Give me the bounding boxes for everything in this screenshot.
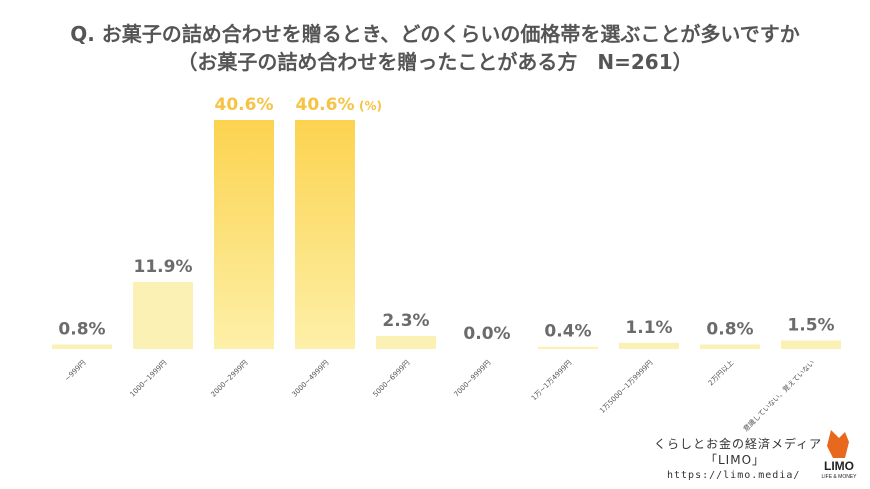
- category-label-3: 3000~4999円: [290, 359, 330, 399]
- limo-logo: LIMO LIFE & MONEY: [821, 430, 857, 480]
- bar-4: [376, 336, 436, 349]
- value-label-0: 0.8%: [58, 319, 105, 339]
- bar-6: [538, 346, 598, 349]
- chart-title: Q. お菓子の詰め合わせを贈るとき、どのくらいの価格帯を選ぶことが多いですか: [70, 22, 800, 46]
- bar-3: [295, 120, 355, 349]
- bar-0: [52, 344, 112, 349]
- value-label-7: 1.1%: [625, 318, 672, 338]
- bar-7: [619, 342, 679, 349]
- category-labels: ~999円 1000~1999円 2000~2999円 3000~4999円 5000~…: [63, 358, 816, 433]
- footer-url[interactable]: https://limo.media/: [667, 470, 801, 481]
- chart-subtitle: （お菓子の詰め合わせを贈ったことがある方 N=261）: [177, 50, 693, 74]
- value-label-9: 1.5%: [787, 316, 834, 336]
- value-label-6: 0.4%: [544, 322, 591, 342]
- category-label-4: 5000~6999円: [371, 359, 411, 399]
- category-label-6: 1万~1万4999円: [530, 359, 574, 403]
- unit-label: (%): [359, 99, 382, 113]
- bar-9: [781, 340, 841, 349]
- footer-brand: 「LIMO」: [705, 453, 766, 467]
- logo-text: LIMO: [824, 459, 854, 473]
- value-label-3: 40.6%: [296, 95, 355, 115]
- category-label-1: 1000~1999円: [128, 359, 168, 399]
- value-label-4: 2.3%: [382, 311, 429, 331]
- bar-2: [214, 120, 274, 349]
- value-label-2: 40.6%: [215, 95, 274, 115]
- fox-logo-icon: [827, 430, 849, 458]
- category-label-7: 1万5000~1万9999円: [598, 359, 654, 415]
- category-label-5: 7000~9999円: [452, 359, 492, 399]
- bar-8: [700, 344, 760, 349]
- bar-1: [133, 281, 193, 349]
- value-label-8: 0.8%: [706, 319, 753, 339]
- logo-subtext: LIFE & MONEY: [821, 474, 857, 480]
- bars: [52, 120, 841, 349]
- category-label-8: 2万円以上: [706, 358, 735, 387]
- category-label-9: 意識していない、覚えていない: [741, 358, 816, 433]
- value-label-5: 0.0%: [463, 324, 510, 344]
- category-label-0: ~999円: [63, 359, 87, 383]
- value-labels: 0.8% 11.9% 40.6% 40.6% 2.3% 0.0% 0.4% 1.1% 0.8% 1…: [58, 95, 834, 344]
- footer-tagline: くらしとお金の経済メディア: [654, 437, 823, 451]
- category-label-2: 2000~2999円: [209, 359, 249, 399]
- value-label-1: 11.9%: [134, 257, 193, 277]
